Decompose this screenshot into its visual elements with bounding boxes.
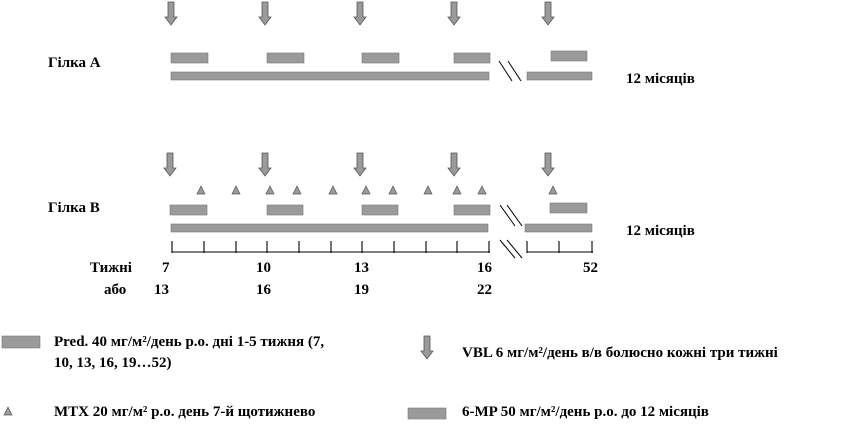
triangle-icon [388,185,398,195]
down-arrow-icon [447,1,461,26]
long-bar-icon [407,407,447,420]
down-arrow-icon [447,152,461,177]
pred-bar [453,204,491,216]
down-arrow-icon [258,152,272,177]
down-arrow-icon [164,1,178,26]
axis-tick-label: 52 [583,260,598,276]
axis-tick-label: 16 [477,260,493,276]
arm-b-mp-bar [170,223,489,233]
arm-a-duration: 12 місяців [626,71,695,87]
triangle-icon [3,406,13,416]
legend-vbl-text: VBL 6 мг/м²/день в/в болюсно кожні три т… [462,345,778,361]
triangle-icon [452,185,462,195]
pred-bar [170,52,209,64]
arm-a-label: Гілка A [48,55,101,71]
down-arrow-icon [163,152,177,177]
axis-tick-label: 22 [477,282,492,298]
pred-bar [361,204,399,216]
triangle-icon [548,185,558,195]
down-arrow-icon [420,335,434,360]
axis-tick-label: 13 [354,260,369,276]
axis-tick-label: 16 [256,282,272,298]
triangle-icon [423,185,433,195]
down-arrow-icon [541,1,555,26]
arm-b-pred-bars [169,202,588,216]
pred-bar [169,204,208,216]
triangle-icon [361,185,371,195]
arm-a-mp-bar [170,71,490,81]
triangle-icon [477,185,487,195]
axis-tick-label: 7 [162,260,170,276]
down-arrow-icon [258,1,272,26]
pred-bar [550,50,588,62]
pred-bar [266,204,304,216]
pred-bar [266,52,305,64]
arm-b-vbl-arrows [163,152,555,177]
axis-tick-label: 19 [354,282,369,298]
down-arrow-icon [541,152,555,177]
pred-bar [549,202,588,214]
triangle-icon [328,185,338,195]
arm-b-duration: 12 місяців [626,223,695,239]
down-arrow-icon [353,1,367,26]
weeks-axis: Тижні або 7 10 13 16 52 13 16 19 22 [90,239,598,298]
legend-mp-text: 6-MP 50 мг/м²/день р.о. до 12 місяців [462,404,709,420]
arm-a-mp-bar-end [526,71,593,81]
arm-b-label: Гілка B [48,200,100,216]
axis-break [499,239,523,259]
triangle-icon [292,185,302,195]
legend: Pred. 40 мг/м²/день р.о. дні 1-5 тижня (… [1,334,778,420]
arm-b-break [499,204,523,227]
legend-pred-line2: 10, 13, 16, 19…52) [54,355,172,371]
axis-row2-label: або [104,282,126,298]
short-bar-icon [1,335,41,349]
triangle-icon [265,185,275,195]
pred-bar [361,52,400,64]
axis-ticks [171,241,593,253]
axis-tick-label: 13 [154,282,169,298]
pred-bar [453,52,491,64]
legend-pred-line1: Pred. 40 мг/м²/день р.о. дні 1-5 тижня (… [54,334,324,350]
arm-b-mtx-triangles [196,185,558,195]
arm-a: Гілка A 12 місяців [48,1,695,87]
arm-a-pred-bars [170,50,588,64]
legend-mtx-text: MTX 20 мг/м² р.о. день 7-й щотижнево [54,404,315,420]
arm-b: Гілка B 12 місяців [48,152,695,239]
triangle-icon [231,185,241,195]
arm-b-mp-bar-end [524,223,593,233]
arm-a-vbl-arrows [164,1,555,26]
arm-a-break [498,60,522,82]
down-arrow-icon [353,152,367,177]
triangle-icon [196,185,206,195]
axis-row1-label: Тижні [90,260,132,276]
axis-tick-label: 10 [256,260,271,276]
